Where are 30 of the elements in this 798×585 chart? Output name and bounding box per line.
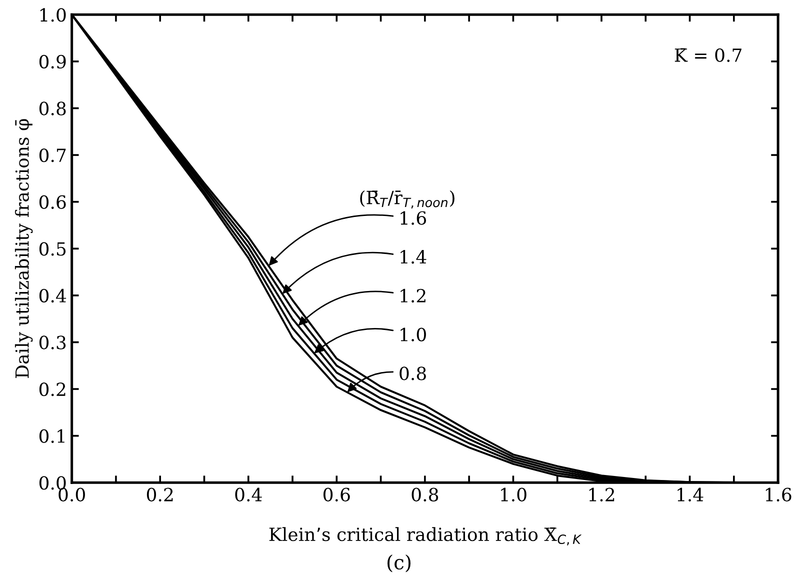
x-tick-label: 1.0 [501, 488, 526, 502]
x-tick-label: 0.6 [323, 488, 350, 502]
y-tick-label: 0.6 [39, 195, 66, 209]
y-tick-label: 0.0 [39, 476, 66, 490]
x-tick-label: 0.2 [146, 488, 173, 502]
x-tick-label: 0.0 [58, 488, 85, 502]
text: (c) [388, 554, 410, 572]
x-axis-title: Klein’s critical radiation ratio X̄$_{C,K}$ [269, 527, 582, 546]
annotation: 0.8 [400, 366, 426, 380]
x-tick-label: 1.2 [589, 488, 614, 502]
annotation: 1.6 [400, 211, 426, 225]
x-tick-label: 1.4 [678, 488, 704, 502]
y-tick-label: 0.9 [39, 54, 66, 69]
y-tick-label: 1.0 [40, 8, 66, 22]
annotation: K̄ = 0.7 [674, 48, 742, 62]
y-tick-label: 0.8 [39, 102, 66, 116]
y-tick-label: 0.4 [39, 288, 66, 303]
annotation: 1.4 [400, 250, 426, 264]
annotation: 1.2 [400, 288, 426, 303]
y-tick-label: 0.7 [39, 148, 66, 162]
y-axis-title: Daily utilizability fractions φ̄ [14, 119, 33, 378]
x-tick-label: 1.6 [766, 488, 792, 502]
x-tick-label: 0.4 [235, 488, 262, 502]
annotation: 1.0 [400, 328, 426, 342]
y-tick-label: 0.3 [39, 336, 66, 350]
y-tick-label: 0.5 [39, 242, 66, 256]
x-tick-label: 0.8 [412, 488, 438, 502]
annotation: (R̄$_{T}$/r̄$_{T,noon}$) [360, 190, 454, 209]
y-tick-label: 0.1 [39, 429, 64, 443]
y-tick-label: 0.2 [39, 382, 66, 396]
